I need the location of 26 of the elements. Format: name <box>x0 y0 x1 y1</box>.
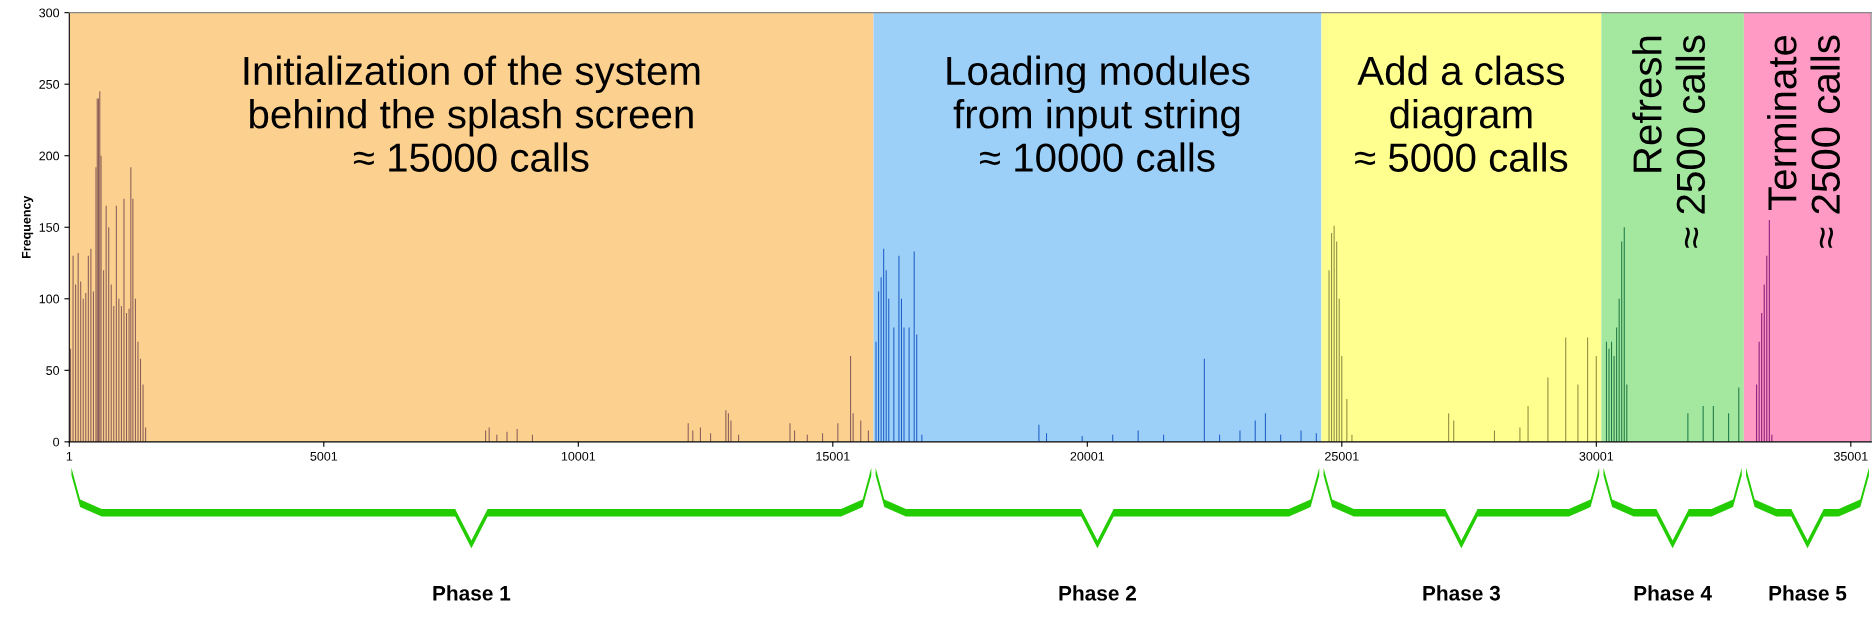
text: Phase 1 <box>433 585 511 601</box>
band-label: Loading modules from input string ≈ 10000 calls <box>947 55 1250 172</box>
text: Phase 5 <box>1769 585 1847 601</box>
y-tick-label: 200 <box>39 151 60 161</box>
y-tick-label: 100 <box>39 294 60 304</box>
text: Phase 2 <box>1059 585 1136 601</box>
text: Phase 3 <box>1423 585 1501 601</box>
x-tick-label: 15001 <box>816 451 850 461</box>
y-tick-label: 300 <box>39 8 60 18</box>
x-tick-label: 20001 <box>1070 451 1105 461</box>
x-tick-label: 10001 <box>561 451 596 461</box>
x-tick-label: 25001 <box>1325 451 1359 461</box>
x-tick-label: 1 <box>66 452 73 461</box>
band-label: Terminate ≈ 2500 calls <box>1767 35 1841 248</box>
band-label: Refresh ≈ 2500 calls <box>1632 35 1706 248</box>
y-tick-label: 50 <box>46 366 60 375</box>
x-tick-label: 35001 <box>1833 451 1868 461</box>
x-tick-label: 5001 <box>310 451 338 461</box>
band-label: Add a class diagram ≈ 5000 calls <box>1355 55 1568 172</box>
y-axis-title: Frequency <box>21 195 34 259</box>
y-tick-label: 0 <box>53 437 60 447</box>
y-tick-label: 250 <box>39 79 60 89</box>
band-label: Initialization of the system behind the splash screen ≈ 15000 calls <box>244 55 700 172</box>
text: Phase 4 <box>1634 585 1712 601</box>
x-tick-label: 30001 <box>1579 451 1614 461</box>
y-tick-label: 150 <box>39 223 60 232</box>
